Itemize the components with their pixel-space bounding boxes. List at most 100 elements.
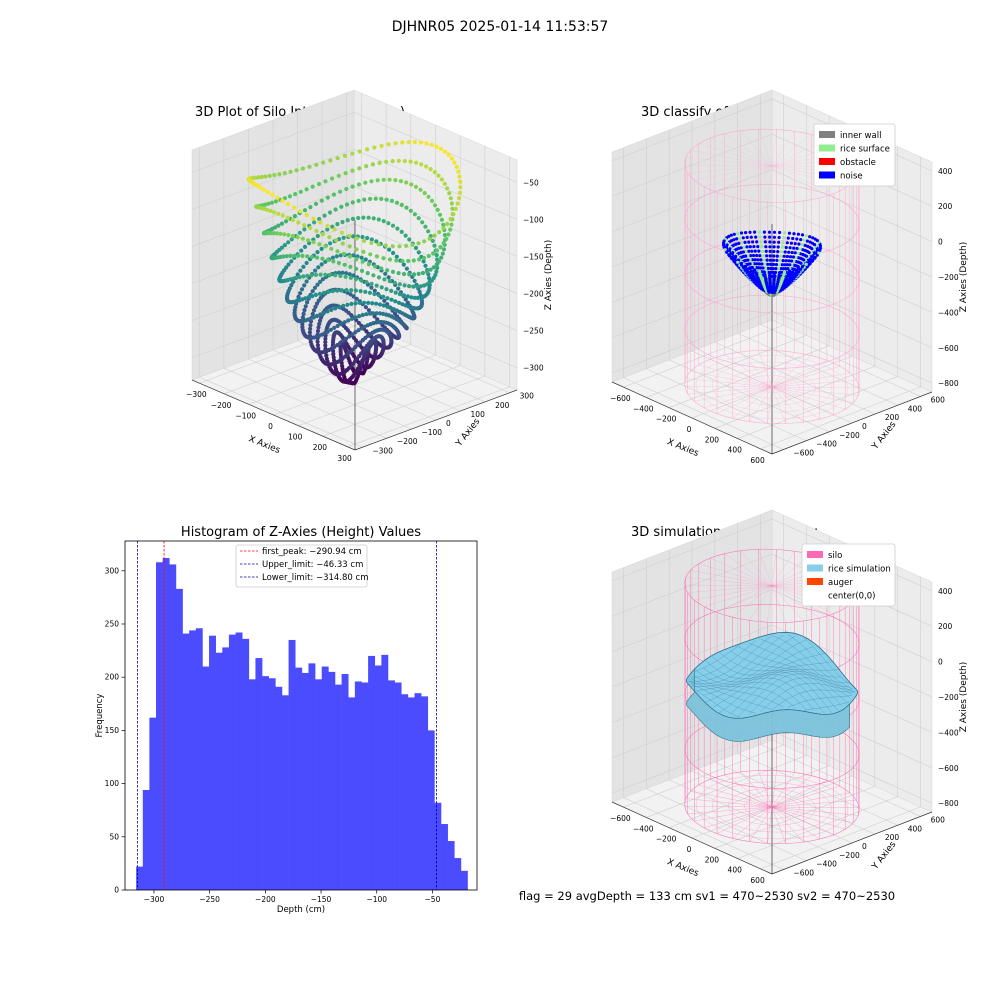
raw-data-point [369,285,374,290]
raw-data-point [390,159,395,164]
classified-point [804,234,808,238]
raw-data-point [349,301,354,306]
raw-data-point [366,215,371,220]
raw-data-point [420,220,425,225]
raw-data-point [423,224,428,229]
raw-data-point [317,318,323,323]
raw-data-point [274,231,280,236]
status-line: flag = 29 avgDepth = 133 cm sv1 = 470~25… [519,889,895,903]
raw-data-point [341,235,346,240]
raw-data-point [376,275,382,280]
raw-data-point [341,338,346,343]
silo-roof-spoke [749,585,773,621]
classified-point [756,276,760,280]
classified-point [806,244,810,248]
classified-point [796,251,800,255]
raw-data-point [368,252,373,257]
z-tick-label: 400 [938,587,953,596]
histogram-title: Histogram of Z-Axies (Height) Values [181,525,421,540]
classified-point [792,259,796,263]
silo-floor-ring [695,775,849,840]
y-tick-label: 400 [908,824,923,833]
raw-data-point [347,334,352,339]
classified-point [790,250,794,255]
raw-data-point [285,215,290,220]
raw-data-point [404,243,409,248]
grid-line [346,322,510,394]
raw-data-point [297,275,302,280]
silo-roof-spoke [740,130,773,166]
raw-data-point [347,233,352,238]
raw-data-point [440,251,445,256]
classified-point [789,259,794,263]
legend-entry-label: rice simulation [828,565,891,575]
raw-data-point [328,327,333,332]
classified-point [786,267,790,271]
grid-line [669,359,830,433]
raw-data-point [449,222,454,227]
classified-point [811,258,815,262]
classified-point [798,247,802,251]
raw-data-point [319,262,324,267]
raw-data-point [350,347,355,352]
raw-data-point [424,141,429,146]
histogram-bar [434,802,442,890]
raw-data-point [450,206,455,211]
raw-data-point [458,179,463,184]
y-tick-label: 200 [105,673,120,682]
raw-data-point [328,241,333,246]
raw-data-point [283,219,289,224]
raw-data-point [448,217,453,222]
raw-data-point [434,253,439,258]
silo-roof-spoke [758,129,773,166]
x-tick-label: 0 [687,845,692,854]
histogram-bar [427,730,435,890]
raw-data-point [443,149,448,154]
x-tick-label: 400 [728,866,743,875]
classified-point [768,240,772,244]
silo-roof-spoke [694,165,773,181]
raw-data-point [447,191,452,196]
raw-data-point [292,253,297,258]
grid-line [353,297,518,369]
grid-line [611,275,773,339]
classified-point [776,245,780,249]
raw-data-point [442,232,447,238]
raw-data-point [372,288,377,293]
classified-point [725,250,729,254]
y-tick-label: −400 [816,440,837,449]
silo-roof-spoke [771,549,777,586]
y-tick-label: 100 [471,410,486,419]
raw-data-point [428,167,433,172]
classified-point [755,240,759,244]
raw-data-point [364,312,369,317]
raw-data-point [358,289,363,294]
raw-data-point [391,250,396,256]
raw-data-point [347,272,352,277]
raw-data-point [404,266,409,271]
classified-point [776,267,781,271]
classified-point [771,262,776,267]
raw-data-point [314,162,319,167]
legend-entry-label: center(0,0) [828,592,876,602]
raw-data-point [316,181,322,187]
grid-line [321,331,486,403]
classified-point [753,258,757,262]
raw-data-point [340,219,345,225]
classified-point [767,271,772,275]
histogram-bar [301,672,309,890]
y-axis-label: Y Axies [454,417,483,450]
silo-floor-ring [758,801,786,813]
raw-data-point [373,196,378,201]
classified-point [780,245,784,249]
z-tick-label: 0 [938,658,943,667]
grid-line [611,518,773,582]
raw-data-point [314,301,320,306]
silo-roof-spoke [740,550,773,586]
raw-data-point [311,216,316,221]
raw-data-point [374,311,379,316]
raw-data-point [343,274,348,279]
raw-data-point [344,336,349,341]
classified-point [766,262,770,266]
raw-data-point [393,141,398,146]
